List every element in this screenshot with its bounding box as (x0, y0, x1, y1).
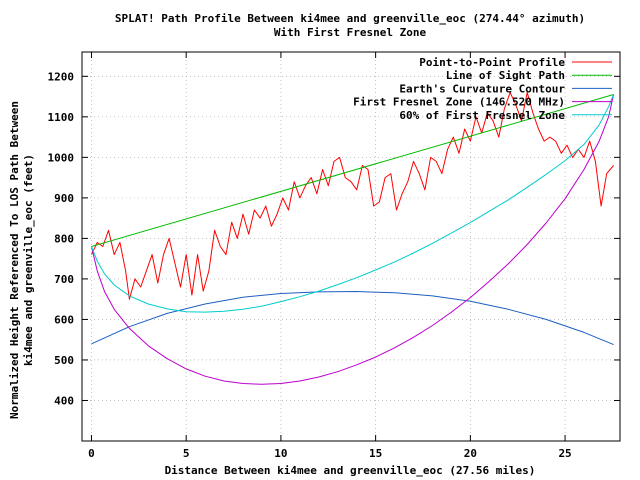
x-tick-label: 5 (183, 447, 190, 460)
y-axis-title-line1: Normalized Height Referenced To LOS Path… (8, 101, 21, 419)
series-line-point-to-point-profile (91, 92, 614, 300)
grid-layer (82, 52, 620, 441)
series-layer (91, 92, 615, 385)
y-tick-label: 1200 (48, 70, 75, 83)
series-line-earth-s-curvature-contour (91, 291, 614, 346)
legend-label: First Fresnel Zone (146.520 MHz) (353, 96, 565, 109)
legend-label: Point-to-Point Profile (419, 56, 565, 69)
y-tick-label: 900 (54, 192, 74, 205)
y-tick-label: 1000 (48, 151, 75, 164)
series-line-first-fresnel-zone-146-520-mhz (91, 94, 615, 385)
chart-title: SPLAT! Path Profile Between ki4mee and g… (115, 12, 585, 25)
y-tick-label: 600 (54, 313, 74, 326)
tick-layer: 400 500 600 700 800 900 1000 1100 1200 0 5 10 15 20 25 (48, 52, 620, 460)
series-line-line-of-sight-path (91, 94, 614, 247)
y-tick-label: 700 (54, 273, 74, 286)
plot-frame (81, 51, 621, 442)
x-tick-label: 15 (369, 447, 382, 460)
y-tick-label: 500 (54, 354, 74, 367)
x-axis-title: Distance Between ki4mee and greenville_e… (165, 464, 536, 477)
y-tick-label: 1100 (48, 111, 75, 124)
y-axis-title-line2: ki4mee and greenville_eoc (feet) (22, 154, 35, 366)
x-tick-label: 20 (464, 447, 477, 460)
y-tick-label: 400 (54, 394, 74, 407)
legend-label: 60% of First Fresnel Zone (399, 109, 565, 122)
x-tick-label: 25 (558, 447, 571, 460)
chart-subtitle: With First Fresnel Zone (274, 26, 427, 39)
y-tick-label: 800 (54, 232, 74, 245)
x-tick-label: 0 (88, 447, 95, 460)
legend-label: Earth's Curvature Contour (399, 82, 565, 95)
series-line-60-of-first-fresnel-zone (91, 94, 615, 313)
legend-label: Line of Sight Path (446, 69, 565, 82)
x-tick-label: 10 (274, 447, 287, 460)
